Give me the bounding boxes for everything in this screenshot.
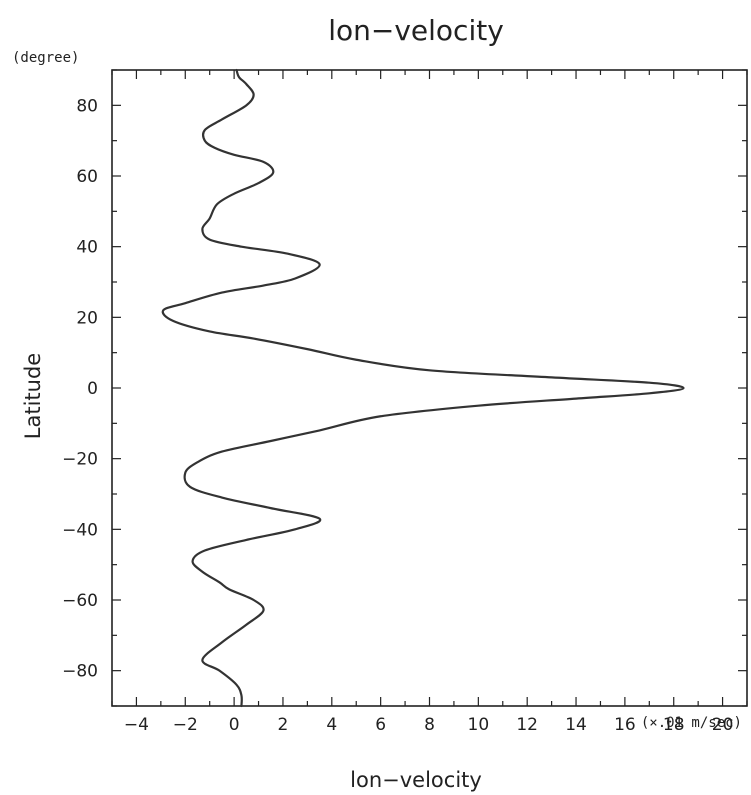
- series-line-0: [161, 68, 685, 708]
- y-tick-label: −40: [62, 520, 98, 540]
- x-tick-label: −2: [173, 715, 198, 735]
- y-tick-label: 80: [76, 96, 98, 116]
- plot-area: [111, 68, 748, 708]
- x-tick-label: 14: [565, 715, 587, 735]
- y-tick-label: 0: [87, 379, 98, 399]
- x-tick-label: 0: [229, 715, 240, 735]
- x-tick-label: 4: [326, 715, 337, 735]
- x-tick-label: 10: [468, 715, 490, 735]
- chart-title: lon−velocity: [328, 14, 504, 47]
- x-tick-label: −4: [124, 715, 149, 735]
- x-tick-label: 8: [424, 715, 435, 735]
- x-tick-label: 18: [663, 715, 685, 735]
- x-axis: −4 −2 0 2 4 6 8 10 12 14 16 18 20: [111, 70, 748, 735]
- x-tick-label: 2: [278, 715, 289, 735]
- y-tick-label: 20: [76, 308, 98, 328]
- y-tick-label: −20: [62, 450, 98, 470]
- y-tick-label: −60: [62, 591, 98, 611]
- x-unit-label: (×.01 m/sec): [641, 715, 742, 731]
- x-tick-label: 16: [614, 715, 636, 735]
- x-tick-label: 20: [712, 715, 734, 735]
- y-tick-label: −80: [62, 662, 98, 682]
- y-axis: −80 −60 −40 −20 0 20 40 60 80: [62, 69, 747, 707]
- y-axis-label: Latitude: [21, 353, 45, 439]
- x-axis-label: lon−velocity: [350, 768, 482, 792]
- x-tick-label: 12: [516, 715, 538, 735]
- y-tick-label: 40: [76, 238, 98, 258]
- y-unit-label: (degree): [12, 50, 79, 66]
- x-tick-label: 6: [375, 715, 386, 735]
- y-tick-label: 60: [76, 167, 98, 187]
- plot-frame: [111, 69, 748, 707]
